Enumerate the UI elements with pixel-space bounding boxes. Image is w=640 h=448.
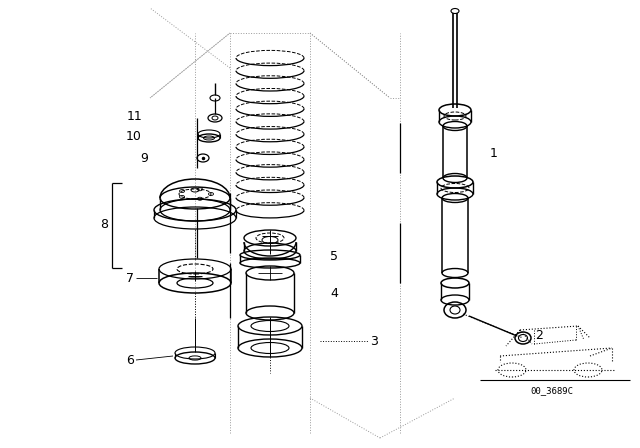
Text: 10: 10 bbox=[126, 129, 142, 142]
Text: 1: 1 bbox=[490, 146, 498, 159]
Text: 8: 8 bbox=[100, 217, 108, 231]
Text: 6: 6 bbox=[126, 353, 134, 366]
Text: 11: 11 bbox=[126, 109, 142, 122]
Text: 4: 4 bbox=[330, 287, 338, 300]
Text: 3: 3 bbox=[370, 335, 378, 348]
Text: 7: 7 bbox=[126, 271, 134, 284]
Text: 5: 5 bbox=[330, 250, 338, 263]
Text: 9: 9 bbox=[140, 151, 148, 164]
Text: 2: 2 bbox=[535, 328, 543, 341]
Text: 00_3689C: 00_3689C bbox=[531, 386, 573, 395]
